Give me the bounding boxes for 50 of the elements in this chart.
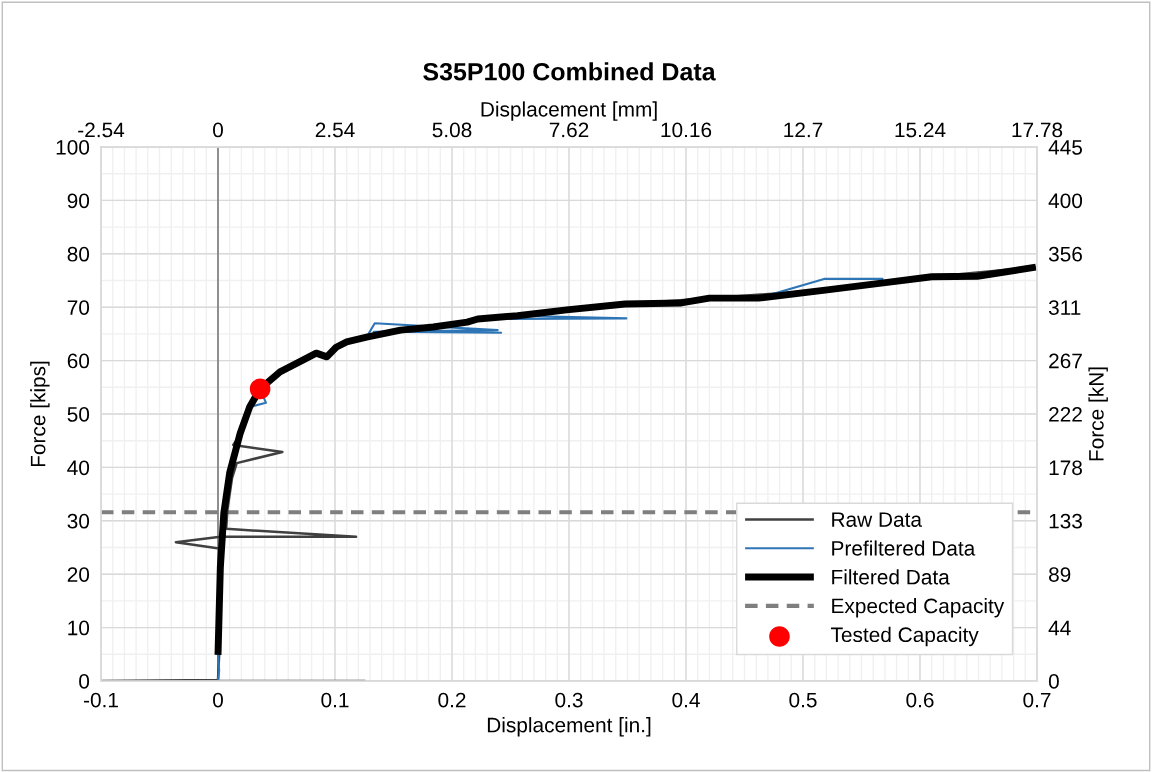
x2-tick-label: 2.54: [315, 122, 355, 138]
y-tick-label: 70: [67, 300, 90, 315]
x2-tick-label: 0: [213, 122, 223, 138]
y2-tick-label: 133: [1049, 513, 1082, 529]
x2-tick-label: 5.08: [432, 122, 472, 138]
x2-tick-label: 15.24: [895, 122, 946, 138]
x-tick-label: 0.1: [321, 692, 349, 708]
legend-label: Filtered Data: [832, 569, 950, 585]
legend-label: Expected Capacity: [832, 598, 1005, 618]
x2-tick-label: -2.54: [78, 122, 125, 138]
x2-tick-label: 17.78: [1012, 122, 1063, 138]
y2-axis-title: Force [kN]: [1088, 367, 1108, 461]
y2-tick-label: 445: [1048, 140, 1082, 155]
y2-tick-label: 267: [1049, 353, 1082, 369]
x2-axis-title: Displacement [mm]: [481, 101, 657, 121]
x-tick-label: -0.1: [83, 692, 118, 708]
y-tick-label: 60: [67, 353, 90, 369]
x-tick-label: 0.2: [438, 692, 466, 708]
y-tick-label: 100: [56, 140, 90, 155]
y-tick-label: 40: [67, 460, 90, 476]
legend-label: Raw Data: [832, 512, 922, 527]
y-tick-label: 10: [68, 620, 90, 636]
x-tick-label: 0.4: [672, 692, 700, 708]
y-tick-label: 0: [79, 674, 90, 689]
x2-tick-label: 10.16: [661, 122, 712, 138]
y2-tick-label: 356: [1048, 246, 1082, 262]
y2-tick-label: 89: [1049, 567, 1071, 582]
y2-tick-label: 178: [1049, 460, 1082, 476]
x-axis-title: Displacement [in.]: [487, 717, 651, 737]
y2-tick-label: 311: [1048, 300, 1081, 315]
y-tick-label: 80: [67, 246, 90, 262]
y-axis-title: Force [kips]: [30, 361, 50, 467]
y-tick-label: 30: [67, 513, 90, 529]
legend-label: Prefiltered Data: [832, 540, 976, 556]
y2-tick-label: 0: [1048, 674, 1059, 689]
x-tick-label: 0.5: [789, 692, 817, 708]
legend-label: Tested Capacity: [830, 626, 979, 647]
chart-title: S35P100 Combined Data: [423, 62, 716, 81]
y2-tick-label: 44: [1048, 620, 1071, 636]
x2-tick-label: 12.7: [784, 122, 823, 138]
x-tick-label: 0.7: [1023, 692, 1051, 708]
x-tick-label: 0: [213, 692, 223, 708]
y-tick-label: 20: [67, 567, 90, 582]
x-tick-label: 0.3: [555, 692, 583, 708]
y2-tick-label: 222: [1049, 407, 1082, 422]
x2-tick-label: 7.62: [549, 122, 589, 138]
y2-tick-label: 400: [1048, 193, 1083, 209]
y-tick-label: 90: [67, 193, 90, 209]
x-tick-label: 0.6: [906, 692, 934, 708]
y-tick-label: 50: [67, 407, 90, 422]
